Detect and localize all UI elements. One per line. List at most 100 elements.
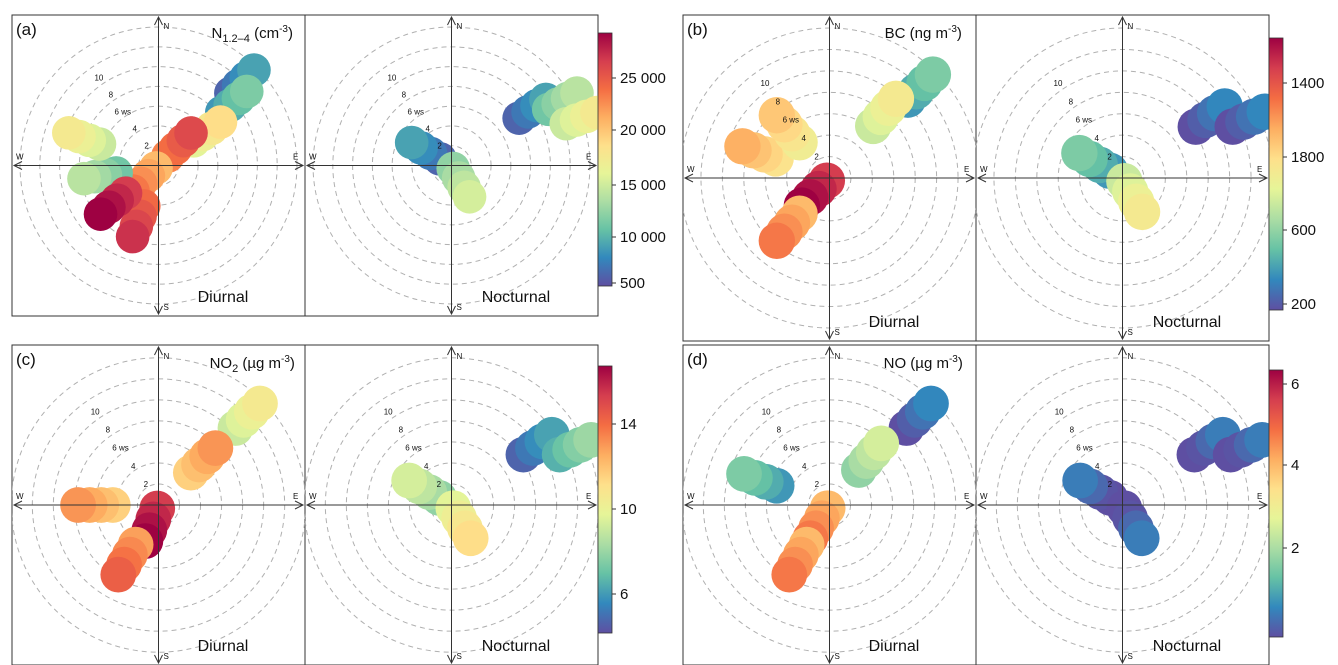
subplot-label-left: Diurnal <box>198 289 249 306</box>
radial-label: 8 <box>109 90 114 99</box>
compass-e: E <box>1257 165 1262 174</box>
blob-cell <box>726 456 762 492</box>
colorbar-tick: 600 <box>1291 222 1316 239</box>
compass-w: W <box>980 165 988 174</box>
subplot-label-right: Nocturnal <box>482 638 550 655</box>
colorbar <box>597 32 613 287</box>
data-blob <box>1106 163 1161 231</box>
compass-e: E <box>964 165 969 174</box>
colorbar-tick: 10 000 <box>620 229 666 246</box>
data-blob <box>394 125 457 176</box>
radial-label: 10 <box>762 408 771 417</box>
radial-label: 4 <box>802 462 807 471</box>
data-blob <box>151 116 208 173</box>
compass-w: W <box>687 492 695 501</box>
radial-label: 2 <box>144 480 149 489</box>
compass-e: E <box>1257 492 1262 501</box>
compass-e: E <box>586 153 591 162</box>
radial-label: 10 <box>91 408 100 417</box>
panel-tag: (b) <box>687 20 708 39</box>
radial-label: 10 <box>761 79 770 88</box>
radial-label: 8 <box>399 426 404 435</box>
blob-cell <box>100 556 137 593</box>
radial-label: 6 ws <box>783 116 799 125</box>
compass-axes <box>683 15 976 341</box>
compass-n: N <box>164 22 170 31</box>
blob-cell <box>52 116 86 150</box>
blob-cell <box>242 385 278 422</box>
blob-cell <box>197 430 234 466</box>
data-blob <box>436 151 487 214</box>
compass-axes <box>976 345 1269 665</box>
colorbar-tick: 6 <box>1291 376 1299 393</box>
compass-axes <box>976 15 1269 341</box>
compass-axes <box>683 345 976 665</box>
compass-w: W <box>980 492 988 501</box>
subplot-label-left: Diurnal <box>869 638 920 655</box>
radial-label: 6 ws <box>1076 444 1092 453</box>
blob-cell <box>391 462 428 499</box>
compass-s: S <box>835 652 840 661</box>
blob-cell <box>83 197 118 231</box>
colorbar <box>1268 369 1284 638</box>
compass-w: W <box>309 492 317 501</box>
radial-label: 4 <box>1094 134 1099 143</box>
compass-n: N <box>457 22 463 31</box>
data-blob <box>1212 422 1269 473</box>
subplot-label-right: Nocturnal <box>482 289 550 306</box>
colorbar-tick: 4 <box>1291 457 1299 474</box>
colorbar-tick: 25 000 <box>620 70 666 87</box>
compass-s: S <box>835 328 840 337</box>
colorbar-tick: 6 <box>620 586 628 603</box>
compass-n: N <box>1128 352 1134 361</box>
radial-label: 6 ws <box>112 444 128 453</box>
subplot-label-right: Nocturnal <box>1153 314 1221 331</box>
blob-cell <box>580 95 598 130</box>
panel-title: NO2 (µg m-3) <box>210 354 295 375</box>
compass-w: W <box>687 165 695 174</box>
compass-s: S <box>457 303 462 312</box>
radial-label: 4 <box>132 124 137 133</box>
radial-label: 6 ws <box>115 107 131 116</box>
subplot-label-right: Nocturnal <box>1153 638 1221 655</box>
data-blob <box>1106 490 1160 557</box>
data-blob <box>1214 93 1269 145</box>
blob-cell <box>1062 462 1099 499</box>
radial-label: 4 <box>131 462 136 471</box>
radial-label: 4 <box>801 134 806 143</box>
blob-cell <box>1061 134 1098 172</box>
data-blob <box>52 116 117 161</box>
colorbar-tick: 20 000 <box>620 122 666 139</box>
subplot-label-left: Diurnal <box>869 314 920 331</box>
panel-title: N1.2–4 (cm-3) <box>212 24 293 45</box>
colorbar-tick: 500 <box>620 275 645 292</box>
radial-label: 8 <box>1070 426 1075 435</box>
blob-cell <box>229 74 264 109</box>
blob-cell <box>573 422 598 458</box>
panel-title: BC (ng m-3) <box>885 24 962 42</box>
blob-cell <box>758 97 796 134</box>
colorbar <box>1268 37 1284 311</box>
blob-cell <box>1123 193 1161 231</box>
radial-label: 4 <box>425 124 430 133</box>
radial-label: 10 <box>94 73 103 82</box>
panel-tag: (d) <box>687 350 708 369</box>
blob-cell <box>203 105 238 139</box>
data-blob <box>100 526 154 593</box>
colorbar-tick: 15 000 <box>620 177 666 194</box>
radial-label: 8 <box>777 426 782 435</box>
blob-cell <box>115 219 150 254</box>
blob-cell <box>394 125 429 160</box>
blob-cell <box>913 385 949 422</box>
data-blob <box>83 176 143 231</box>
data-blob <box>758 97 818 161</box>
compass-w: W <box>16 153 24 162</box>
compass-w: W <box>309 153 317 162</box>
